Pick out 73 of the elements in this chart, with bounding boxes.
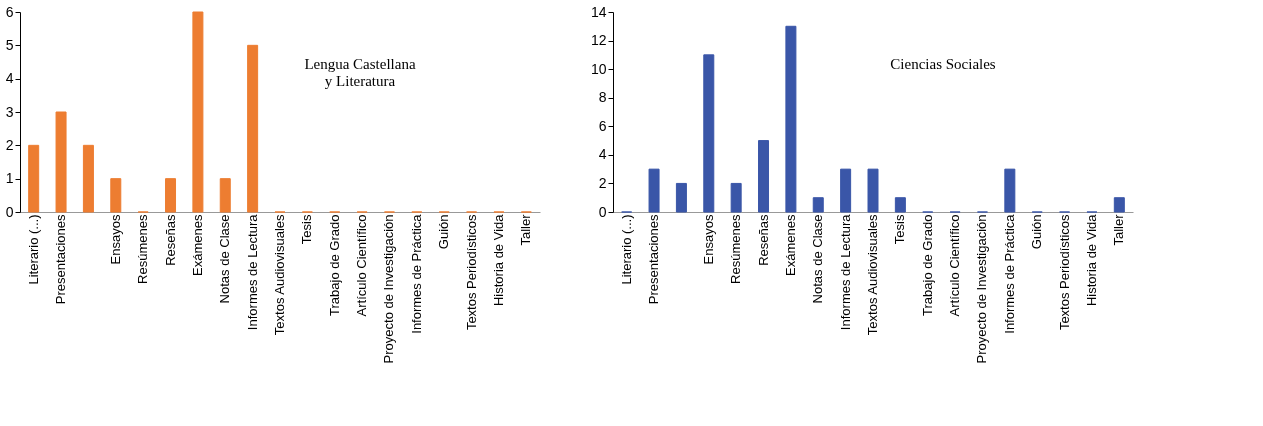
- x-tick-label: Presentaciones: [646, 214, 662, 305]
- x-tick-label: Exámenes: [189, 214, 205, 276]
- x-tick-label: Tesis: [299, 214, 315, 245]
- y-tick-label: 6: [598, 117, 607, 134]
- x-tick-label: Resúmenes: [728, 214, 744, 284]
- x-tick-label: Textos Audiovisuales: [272, 214, 287, 336]
- x-tick-label: Presentaciones: [53, 214, 69, 305]
- x-tick-label: Artículo Científico: [354, 214, 370, 317]
- x-tick-label: Ensayos: [700, 214, 716, 265]
- x-tick-label: Exámenes: [782, 214, 798, 276]
- y-tick-label: 2: [598, 174, 607, 191]
- bar: [219, 178, 231, 213]
- bar: [55, 111, 67, 213]
- y-tick-label: 3: [5, 103, 14, 120]
- bar: [1004, 168, 1016, 213]
- text: Lengua Castellana y Literatura: [304, 56, 416, 89]
- bar: [730, 182, 742, 213]
- x-tick-label: Textos Periodísticos: [1056, 214, 1072, 331]
- x-tick-label: Reseñas: [162, 214, 178, 266]
- y-tick-label: 5: [5, 36, 14, 53]
- x-tick-label: Literario (...): [618, 214, 634, 285]
- x-tick-label: Literario (...): [25, 214, 41, 285]
- x-tick-label: Historia de Vida: [490, 213, 506, 307]
- x-tick-label: Resúmenes: [135, 214, 151, 284]
- x-tick-label: Informes de Lectura: [837, 213, 853, 331]
- x-tick-label: Informes de Lectura: [244, 213, 260, 331]
- x-tick-label: Artículo Científico: [947, 214, 963, 317]
- x-tick-label: Reseñas: [755, 214, 771, 266]
- x-tick-label: Notas de Clase: [810, 214, 826, 304]
- text: Ciencias Sociales: [890, 56, 996, 72]
- x-tick-label: Informes de Práctica: [1001, 213, 1017, 334]
- x-tick-label: Guión: [436, 214, 452, 250]
- bar: [192, 11, 204, 213]
- bar: [675, 182, 687, 213]
- bar: [703, 54, 715, 213]
- y-tick-label: 6: [5, 3, 14, 20]
- bar: [840, 168, 852, 213]
- y-tick-label: 4: [598, 146, 607, 163]
- x-tick-label: Trabajo de Grado: [919, 214, 935, 316]
- y-tick-label: 1: [5, 170, 14, 187]
- y-tick-label: 14: [590, 3, 607, 20]
- y-tick-label: 0: [5, 203, 14, 220]
- x-tick-label: Historia de Vida: [1083, 213, 1099, 307]
- x-tick-label: Trabajo de Grado: [326, 214, 342, 316]
- x-tick-label: Proyecto de Investigación: [974, 214, 990, 364]
- bar: [785, 25, 797, 213]
- bar: [165, 178, 177, 213]
- bar: [867, 168, 879, 213]
- x-tick-label: Guión: [1029, 214, 1045, 250]
- x-tick-label: Tesis: [892, 214, 908, 245]
- x-tick-label: Informes de Práctica: [408, 213, 424, 334]
- bar: [110, 178, 122, 213]
- bar: [1113, 197, 1125, 213]
- bar: [758, 140, 770, 213]
- bar: [812, 197, 824, 213]
- x-tick-label: Textos Periodísticos: [463, 214, 479, 331]
- y-tick-label: 4: [5, 70, 14, 87]
- y-tick-label: 12: [590, 32, 607, 49]
- x-tick-label: Proyecto de Investigación: [381, 214, 397, 364]
- x-tick-label: Textos Audiovisuales: [865, 214, 880, 336]
- bar: [82, 144, 94, 213]
- x-tick-label: Ensayos: [107, 214, 123, 265]
- y-tick-label: 8: [598, 89, 607, 106]
- y-tick-label: 2: [5, 136, 14, 153]
- bar: [648, 168, 660, 213]
- bar: [28, 144, 40, 213]
- y-tick-label: 10: [590, 60, 607, 77]
- bar: [247, 44, 259, 213]
- bar: [894, 197, 906, 213]
- x-tick-label: Taller: [518, 213, 534, 246]
- x-tick-label: Taller: [1111, 213, 1127, 246]
- x-tick-label: Notas de Clase: [217, 214, 233, 304]
- y-tick-label: 0: [598, 203, 607, 220]
